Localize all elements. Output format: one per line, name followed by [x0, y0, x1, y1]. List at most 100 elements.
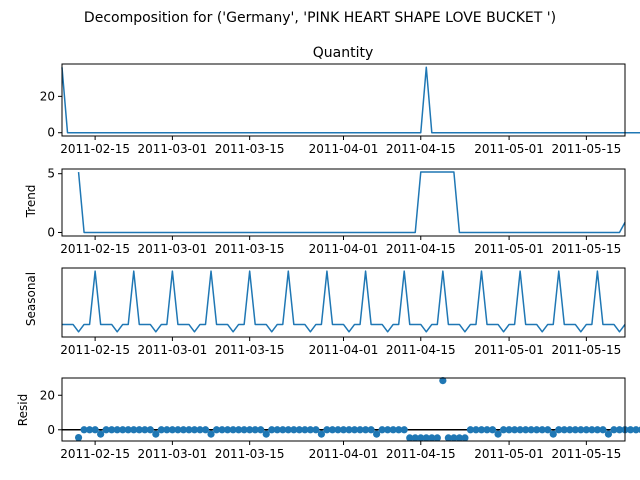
- resid-point-74: [483, 426, 491, 434]
- resid-point-13: [146, 426, 154, 434]
- trend-xtick-label: 2011-02-15: [60, 242, 130, 256]
- resid-point-8: [119, 426, 127, 434]
- resid-point-46: [328, 426, 337, 434]
- seasonal-xtick-label: 2011-04-01: [309, 343, 379, 357]
- resid-point-79: [511, 426, 519, 434]
- resid-point-48: [339, 426, 348, 434]
- observed-xtick-label: 2011-05-15: [551, 142, 621, 156]
- resid-point-61: [411, 434, 419, 442]
- resid-point-90: [571, 426, 579, 434]
- resid-point-18: [174, 426, 182, 434]
- resid-point-15: [157, 426, 165, 434]
- resid-point-73: [477, 426, 486, 434]
- resid-point-52: [361, 426, 370, 434]
- resid-point-21: [190, 426, 199, 434]
- resid-point-44: [317, 430, 326, 438]
- resid-xtick-label: 2011-05-15: [551, 447, 621, 461]
- resid-point-10: [130, 426, 138, 434]
- resid-point-101: [632, 426, 640, 434]
- resid-point-37: [279, 426, 287, 434]
- trend-ytick-label: 0: [47, 225, 55, 239]
- resid-point-45: [323, 426, 331, 434]
- resid-point-80: [516, 426, 524, 434]
- resid-point-53: [367, 426, 375, 434]
- resid-point-29: [235, 426, 243, 434]
- panel-resid: Resid 0 20 2011-02-15 2011-03-01 2011-03-15 2…: [16, 376, 640, 461]
- resid-point-27: [223, 426, 232, 434]
- resid-xtick-label: 2011-03-01: [138, 447, 208, 461]
- trend-axes-frame: [61, 168, 626, 237]
- resid-point-100: [626, 426, 635, 434]
- resid-point-82: [527, 426, 535, 434]
- resid-point-38: [284, 426, 292, 434]
- resid-ylabel: Resid: [16, 394, 30, 426]
- resid-point-26: [218, 426, 226, 434]
- resid-point-43: [312, 426, 320, 434]
- resid-point-54: [373, 430, 381, 438]
- resid-point-28: [229, 426, 237, 434]
- resid-point-49: [345, 426, 353, 434]
- resid-point-93: [588, 426, 596, 434]
- resid-point-17: [168, 426, 176, 434]
- trend-xtick-label: 2011-04-15: [386, 242, 456, 256]
- trend-ytick-label: 5: [47, 167, 55, 181]
- resid-point-83: [533, 426, 541, 434]
- resid-point-0: [74, 433, 83, 442]
- resid-point-91: [577, 426, 585, 434]
- trend-xtick-label: 2011-05-01: [474, 242, 544, 256]
- resid-point-14: [152, 430, 160, 438]
- resid-point-9: [124, 426, 132, 434]
- resid-ytick-label: 20: [40, 388, 55, 402]
- observed-xtick-label: 2011-04-01: [309, 142, 379, 156]
- resid-point-25: [212, 426, 221, 434]
- resid-point-84: [538, 426, 546, 434]
- resid-point-34: [262, 430, 270, 438]
- resid-point-22: [196, 426, 204, 434]
- trend-xtick-label: 2011-03-01: [138, 242, 208, 256]
- resid-point-1: [80, 426, 88, 434]
- observed-panel-title: Quantity: [313, 45, 374, 61]
- resid-xtick-label: 2011-02-15: [60, 447, 130, 461]
- resid-point-30: [240, 426, 248, 434]
- trend-ylabel: Trend: [24, 185, 38, 219]
- resid-point-94: [593, 426, 602, 434]
- resid-point-89: [566, 426, 574, 434]
- resid-point-85: [544, 426, 552, 434]
- resid-point-50: [350, 426, 359, 434]
- resid-point-95: [599, 426, 607, 434]
- resid-point-81: [522, 426, 530, 434]
- resid-point-3: [91, 426, 99, 434]
- observed-xtick-label: 2011-02-15: [60, 142, 130, 156]
- resid-point-31: [246, 426, 254, 434]
- seasonal-xtick-label: 2011-03-15: [215, 343, 285, 357]
- resid-point-2: [86, 426, 94, 434]
- resid-point-69: [455, 434, 464, 442]
- resid-point-23: [201, 426, 210, 434]
- panel-seasonal: Seasonal 2011-02-15 2011-03-01 2011-03-15 2…: [24, 267, 626, 357]
- resid-point-35: [268, 426, 276, 434]
- resid-point-57: [389, 426, 397, 434]
- resid-point-92: [582, 426, 590, 434]
- resid-point-36: [273, 426, 281, 434]
- trend-xtick-label: 2011-05-15: [551, 242, 621, 256]
- resid-point-7: [113, 426, 121, 434]
- resid-point-32: [251, 426, 259, 434]
- resid-point-102: [637, 426, 640, 434]
- observed-ytick-label: 20: [40, 89, 55, 103]
- resid-point-70: [461, 434, 469, 442]
- seasonal-ylabel: Seasonal: [24, 272, 38, 326]
- resid-point-12: [141, 426, 149, 434]
- resid-point-24: [207, 430, 215, 438]
- resid-point-76: [494, 430, 502, 438]
- resid-point-68: [450, 434, 458, 442]
- resid-point-75: [488, 426, 497, 434]
- resid-point-33: [257, 426, 265, 434]
- resid-point-88: [560, 426, 568, 434]
- resid-point-47: [334, 426, 342, 434]
- resid-xtick-label: 2011-03-15: [215, 447, 285, 461]
- resid-ytick-label: 0: [47, 423, 55, 437]
- seasonal-xtick-label: 2011-02-15: [60, 343, 130, 357]
- resid-point-56: [384, 426, 392, 434]
- resid-point-66: [439, 376, 447, 385]
